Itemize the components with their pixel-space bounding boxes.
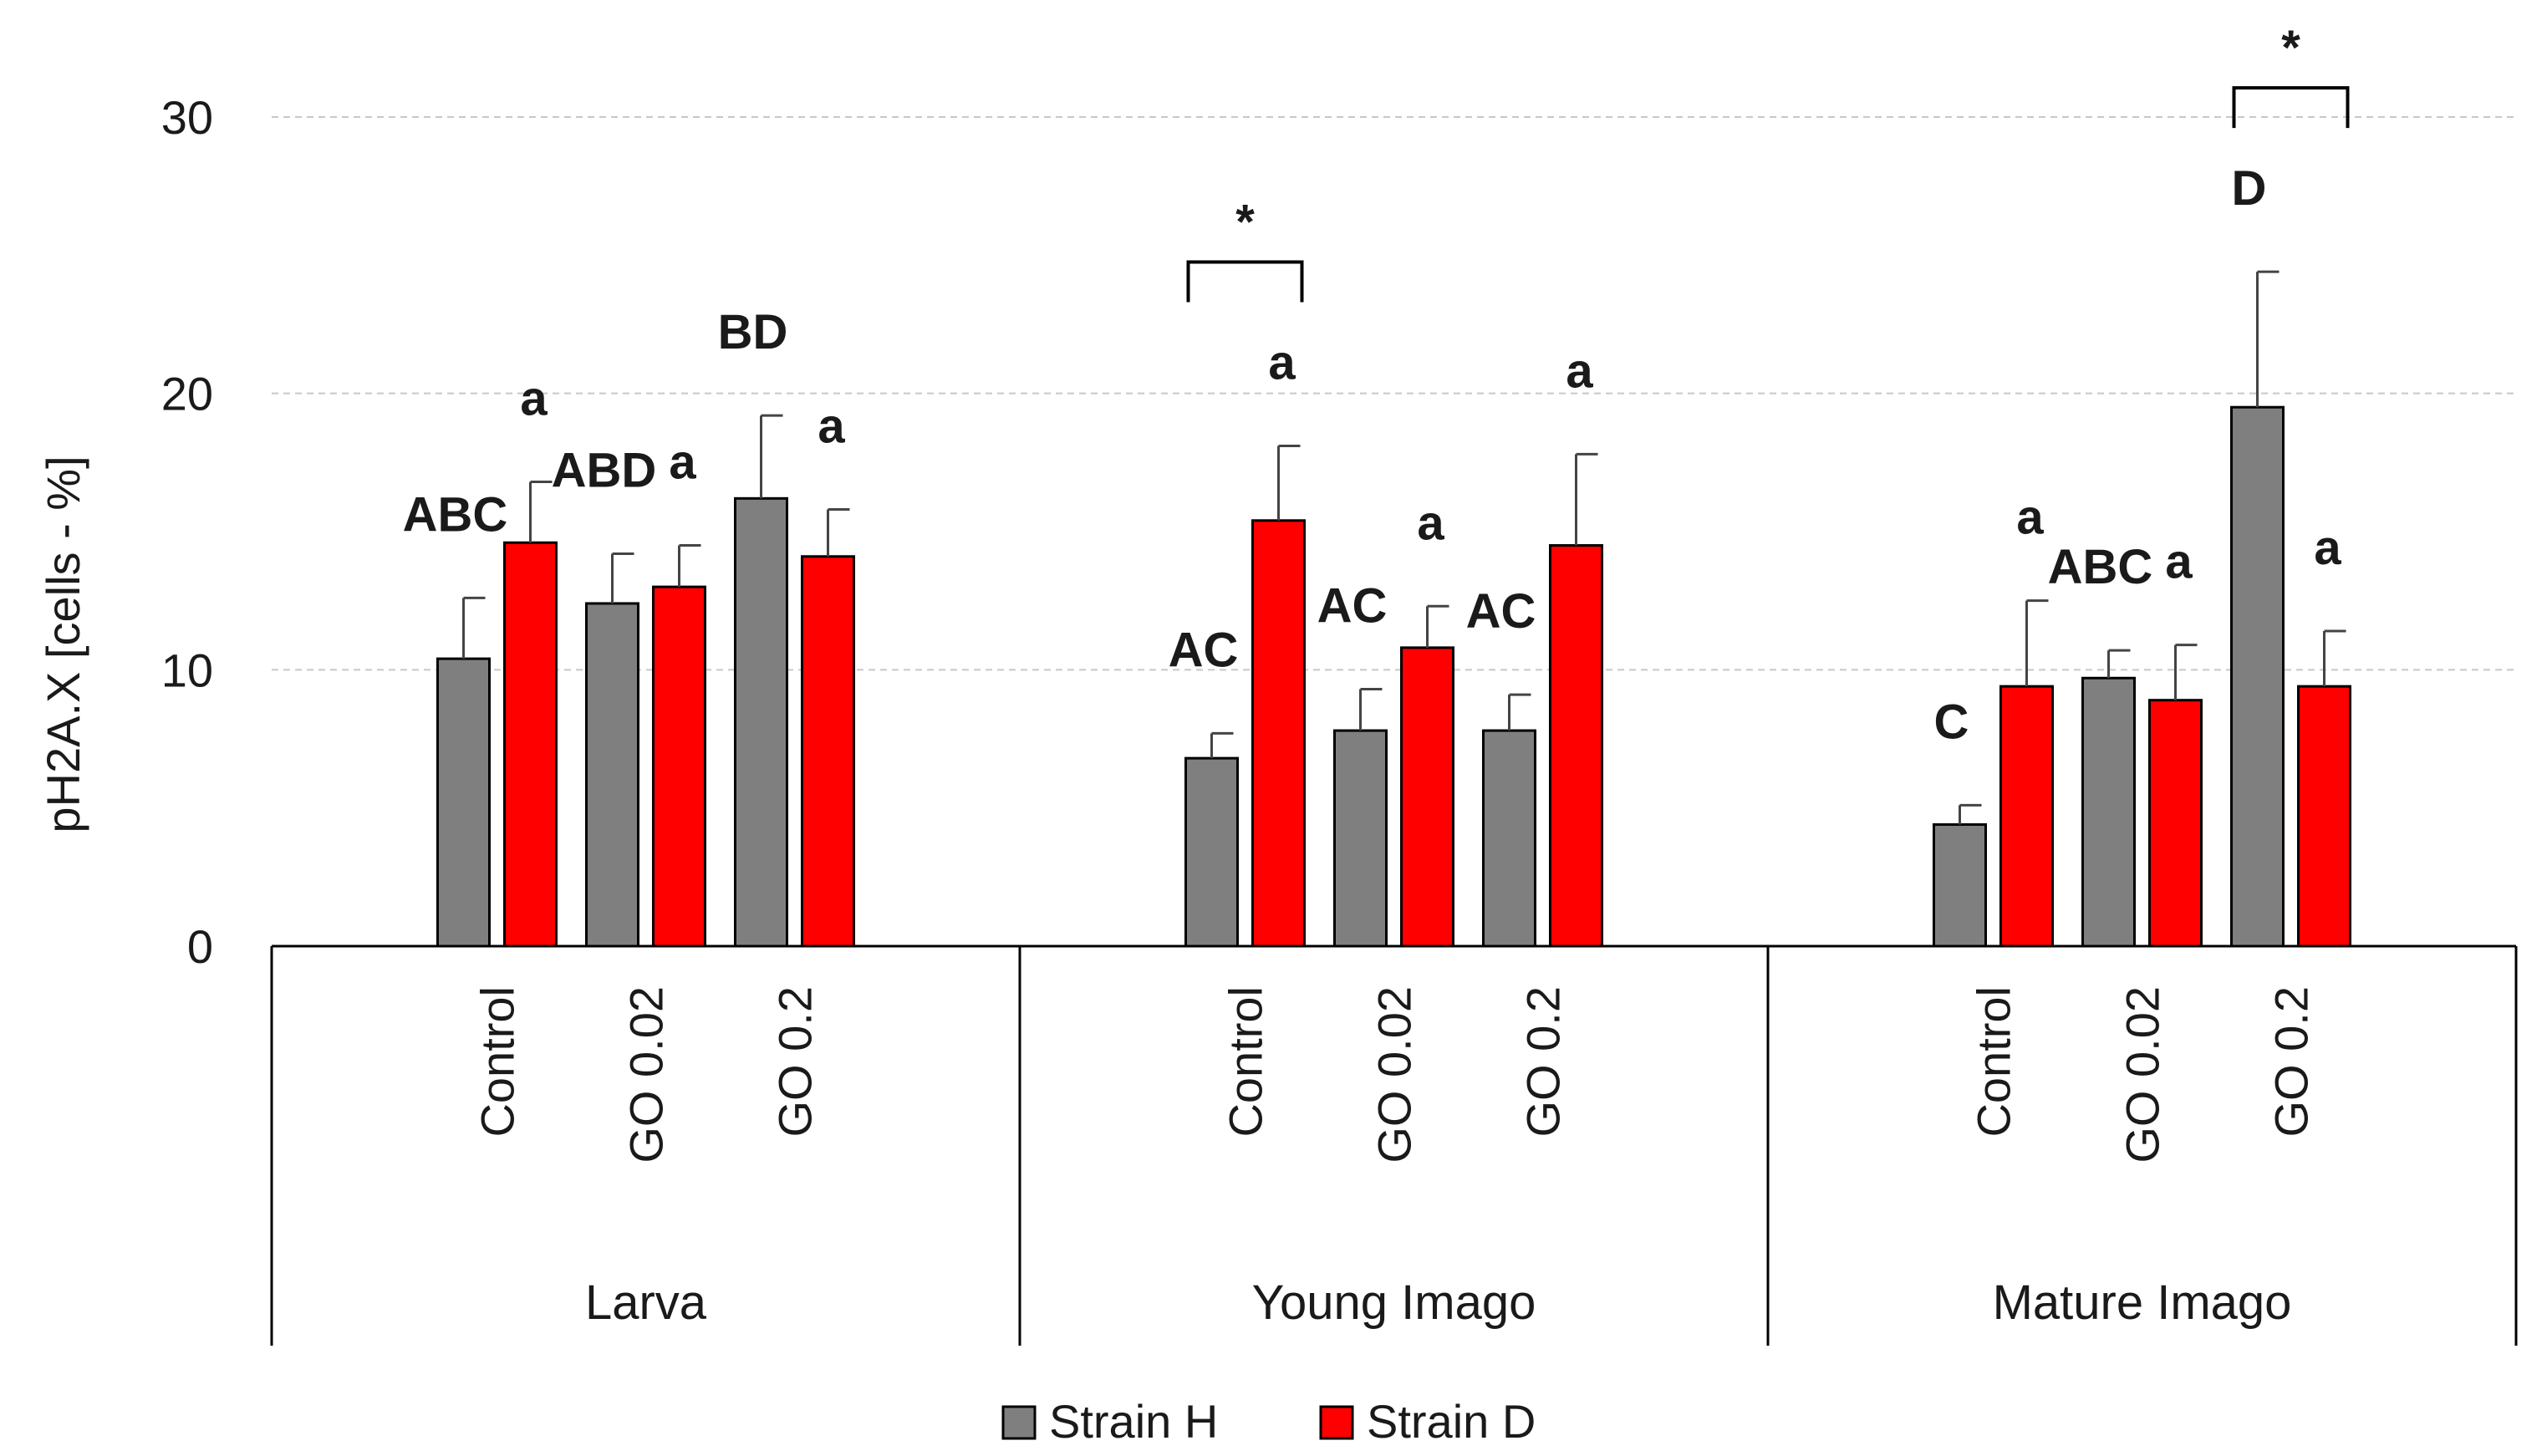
y-tick-label: 20 [161,368,213,420]
x-group-label: Young Imago [1252,1275,1536,1330]
bar [1400,646,1454,948]
bar [436,657,491,948]
bar-label: a [669,435,696,490]
y-axis-ticks: 0 10 20 30 [161,91,213,973]
x-category-label: GO 0.02 [620,986,673,1163]
bar [652,585,706,948]
x-category-label: GO 0.2 [769,986,822,1138]
legend-swatch [1001,1405,1037,1440]
bar [503,541,558,948]
bar-label: a [2165,535,2193,589]
bar-label: D [2232,161,2267,216]
bar-label: ABD [552,443,657,497]
bar-label: AC [1169,623,1239,677]
bar [801,555,855,948]
y-axis-label: pH2A.X [cells - %] [37,456,89,832]
significance-star: * [1235,195,1255,249]
axes [270,944,2518,1346]
x-category-label: GO 0.02 [2117,986,2169,1163]
x-category-label: Control [471,986,524,1138]
bar-label: a [1268,335,1296,389]
bar-label: a [2016,491,2044,545]
x-axis-categories: Control GO 0.02 GO 0.2 Larva Control GO 0.02 G… [471,986,2318,1330]
bar [1184,756,1239,948]
legend-label: Strain D [1367,1395,1536,1448]
bar [1933,823,1987,948]
bar-label: AC [1466,584,1536,639]
y-tick-label: 0 [187,920,213,973]
legend-label: Strain H [1049,1395,1218,1448]
x-category-label: Control [1968,986,2020,1138]
x-group-label: Larva [585,1275,707,1330]
significance-bracket [2232,86,2350,129]
bar-label: a [818,400,845,454]
bar-label: ABC [2048,540,2153,594]
bar [585,602,639,948]
x-category-label: GO 0.02 [1368,986,1421,1163]
bar [1549,544,1603,948]
bar-label: BD [718,305,788,359]
bar-label: a [2314,521,2341,575]
bar-label: a [1417,496,1444,550]
x-category-label: Control [1220,986,1272,1138]
bar-label: C [1934,695,1969,749]
x-category-label: GO 0.2 [1517,986,1570,1138]
y-tick-label: 10 [161,644,213,696]
bar [1482,729,1536,948]
bar [734,496,788,948]
bar-label: AC [1317,578,1388,633]
bar-label: ABC [403,487,508,542]
bar-label: a [1566,344,1593,398]
legend: Strain H Strain D [1001,1395,1536,1448]
bar [2230,405,2285,948]
bars [436,270,2351,948]
bar [1251,519,1306,948]
bar [2148,699,2203,948]
bar [1333,729,1388,948]
y-tick-label: 30 [161,91,213,144]
bar [2297,685,2351,948]
legend-swatch [1319,1405,1354,1440]
significance-bracket [1186,260,1304,303]
bar [1999,685,2054,948]
x-group-label: Mature Imago [1993,1275,2292,1330]
x-category-label: GO 0.2 [2265,986,2318,1138]
significance-star: * [2281,21,2300,75]
significance-brackets: ** [1186,21,2350,303]
bar [2081,676,2136,948]
bar-label: a [520,371,548,425]
